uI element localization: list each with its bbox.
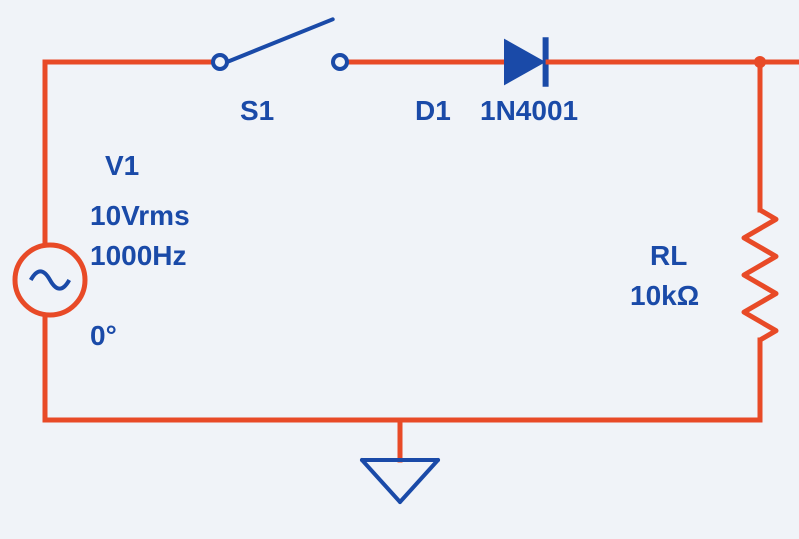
resistor-value-label: 10kΩ (630, 280, 699, 312)
source-value3-label: 0° (90, 320, 117, 352)
source-value2-label: 1000Hz (90, 240, 187, 272)
diode-model-label: 1N4001 (480, 95, 578, 127)
source-ref-label: V1 (105, 150, 139, 182)
resistor-ref-label: RL (650, 240, 687, 272)
switch-ref-label: S1 (240, 95, 274, 127)
diode-ref-label: D1 (415, 95, 451, 127)
source-value1-label: 10Vrms (90, 200, 190, 232)
